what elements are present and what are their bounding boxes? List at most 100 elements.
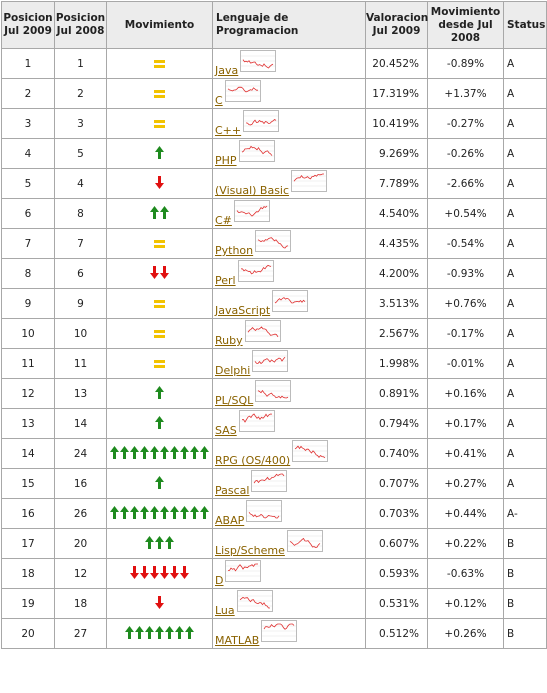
- position-2009-cell: 5: [1, 168, 55, 199]
- language-cell: Ruby: [212, 318, 366, 349]
- language-link[interactable]: SAS: [215, 424, 237, 437]
- language-cell: Lua: [212, 588, 366, 619]
- delta-cell: -0.26%: [427, 138, 504, 169]
- position-2008-cell: 5: [54, 138, 107, 169]
- position-2009-cell: 18: [1, 558, 55, 589]
- arrow-up-icon: [155, 385, 164, 402]
- language-link[interactable]: Pascal: [215, 484, 250, 497]
- trend-sparkline-icon[interactable]: [292, 440, 329, 462]
- movement-cell: [106, 348, 213, 379]
- language-cell: C#: [212, 198, 366, 229]
- arrow-down-icon: [155, 595, 164, 612]
- delta-cell: +0.76%: [427, 288, 504, 319]
- movement-cell: [106, 78, 213, 109]
- trend-sparkline-icon[interactable]: [255, 230, 292, 252]
- position-2009-cell: 3: [1, 108, 55, 139]
- language-link[interactable]: PHP: [215, 154, 237, 167]
- arrow-up-icon: [180, 505, 189, 522]
- language-link[interactable]: JavaScript: [215, 304, 271, 317]
- trend-sparkline-icon[interactable]: [252, 350, 289, 372]
- tiobe-ranking-table: Posicion Jul 2009 Posicion Jul 2008 Movi…: [1, 1, 547, 649]
- trend-sparkline-icon[interactable]: [286, 530, 323, 552]
- trend-sparkline-icon[interactable]: [251, 470, 288, 492]
- trend-sparkline-icon[interactable]: [233, 200, 270, 222]
- table-row: 13 14 SAS 0.794% +0.17% A: [1, 408, 547, 439]
- position-2008-cell: 16: [54, 468, 107, 499]
- rating-cell: 0.891%: [365, 378, 428, 409]
- movement-cell: [106, 138, 213, 169]
- trend-sparkline-icon[interactable]: [224, 80, 261, 102]
- position-2008-cell: 26: [54, 498, 107, 529]
- trend-sparkline-icon[interactable]: [236, 590, 273, 612]
- language-link[interactable]: Delphi: [215, 364, 251, 377]
- language-link[interactable]: MATLAB: [215, 634, 260, 647]
- arrow-down-icon: [180, 565, 189, 582]
- trend-sparkline-icon[interactable]: [240, 50, 277, 72]
- equal-icon: [154, 59, 165, 68]
- trend-sparkline-icon[interactable]: [244, 320, 281, 342]
- status-cell: A: [503, 108, 547, 139]
- language-link[interactable]: (Visual) Basic: [215, 184, 290, 197]
- position-2008-cell: 18: [54, 588, 107, 619]
- trend-sparkline-icon[interactable]: [261, 620, 298, 642]
- language-link[interactable]: Lisp/Scheme: [215, 544, 285, 557]
- status-cell: A: [503, 348, 547, 379]
- status-cell: A-: [503, 498, 547, 529]
- arrow-down-icon: [160, 565, 169, 582]
- language-link[interactable]: Java: [215, 64, 239, 77]
- trend-sparkline-icon[interactable]: [243, 110, 280, 132]
- language-link[interactable]: C: [215, 94, 223, 107]
- arrow-up-icon: [145, 535, 154, 552]
- status-cell: A: [503, 138, 547, 169]
- rating-cell: 0.707%: [365, 468, 428, 499]
- header-row: Posicion Jul 2009 Posicion Jul 2008 Movi…: [1, 1, 547, 49]
- header-status: Status: [503, 1, 547, 49]
- rating-cell: 0.593%: [365, 558, 428, 589]
- trend-sparkline-icon[interactable]: [255, 380, 292, 402]
- movement-cell: [106, 588, 213, 619]
- trend-sparkline-icon[interactable]: [291, 170, 328, 192]
- position-2008-cell: 11: [54, 348, 107, 379]
- header-pos-2009: Posicion Jul 2009: [1, 1, 55, 49]
- language-link[interactable]: RPG (OS/400): [215, 454, 291, 467]
- trend-sparkline-icon[interactable]: [272, 290, 309, 312]
- arrow-down-icon: [150, 565, 159, 582]
- language-cell: C: [212, 78, 366, 109]
- language-link[interactable]: Ruby: [215, 334, 243, 347]
- movement-cell: [106, 528, 213, 559]
- trend-sparkline-icon[interactable]: [238, 140, 275, 162]
- arrow-up-icon: [155, 535, 164, 552]
- language-link[interactable]: Lua: [215, 604, 235, 617]
- language-cell: Java: [212, 48, 366, 79]
- table-row: 2 2 C 17.319% +1.37% A: [1, 78, 547, 109]
- delta-cell: +0.54%: [427, 198, 504, 229]
- movement-cell: [106, 558, 213, 589]
- arrow-up-icon: [160, 205, 169, 222]
- rating-cell: 20.452%: [365, 48, 428, 79]
- equal-icon: [154, 329, 165, 338]
- language-link[interactable]: Python: [215, 244, 254, 257]
- arrow-up-icon: [130, 505, 139, 522]
- position-2009-cell: 2: [1, 78, 55, 109]
- language-link[interactable]: Perl: [215, 274, 236, 287]
- status-cell: A: [503, 468, 547, 499]
- language-link[interactable]: C#: [215, 214, 232, 227]
- trend-sparkline-icon[interactable]: [237, 260, 274, 282]
- trend-sparkline-icon[interactable]: [238, 410, 275, 432]
- language-link[interactable]: D: [215, 574, 224, 587]
- language-link[interactable]: PL/SQL: [215, 394, 254, 407]
- position-2008-cell: 24: [54, 438, 107, 469]
- rating-cell: 0.531%: [365, 588, 428, 619]
- language-cell: Python: [212, 228, 366, 259]
- table-row: 3 3 C++ 10.419% -0.27% A: [1, 108, 547, 139]
- language-link[interactable]: ABAP: [215, 514, 245, 527]
- trend-sparkline-icon[interactable]: [246, 500, 283, 522]
- position-2008-cell: 13: [54, 378, 107, 409]
- arrow-down-icon: [155, 175, 164, 192]
- trend-sparkline-icon[interactable]: [225, 560, 262, 582]
- position-2009-cell: 14: [1, 438, 55, 469]
- language-link[interactable]: C++: [215, 124, 242, 137]
- table-row: 5 4 (Visual) Basic 7.789% -2.66% A: [1, 168, 547, 199]
- movement-cell: [106, 618, 213, 649]
- header-delta: Movimiento desde Jul 2008: [427, 1, 504, 49]
